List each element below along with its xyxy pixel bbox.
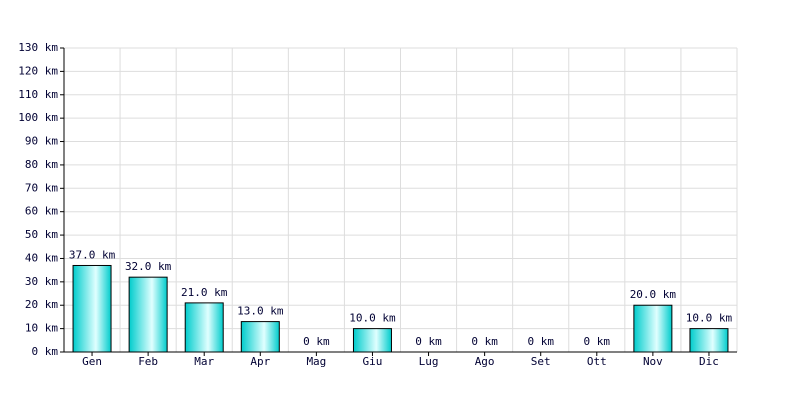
y-tick-label: 30 km	[25, 275, 58, 288]
value-label: 20.0 km	[630, 288, 677, 301]
x-tick-label: Gen	[82, 355, 102, 368]
value-label: 0 km	[415, 335, 442, 348]
bar	[72, 264, 112, 353]
x-tick-label: Giu	[363, 355, 383, 368]
y-tick-label: 0 km	[32, 345, 59, 358]
y-tick-label: 130 km	[18, 41, 58, 54]
value-label: 0 km	[584, 335, 611, 348]
y-tick-label: 110 km	[18, 88, 58, 101]
value-label: 37.0 km	[69, 248, 116, 261]
bar	[240, 321, 280, 353]
y-tick-label: 40 km	[25, 251, 58, 264]
x-tick-label: Nov	[643, 355, 663, 368]
x-tick-label: Set	[531, 355, 551, 368]
value-label: 10.0 km	[349, 312, 396, 325]
y-tick-label: 50 km	[25, 228, 58, 241]
y-tick-label: 120 km	[18, 64, 58, 77]
value-label: 21.0 km	[181, 286, 228, 299]
bar	[184, 302, 224, 353]
value-label: 13.0 km	[237, 305, 284, 318]
x-tick-label: Feb	[138, 355, 158, 368]
value-label: 10.0 km	[686, 312, 733, 325]
x-tick-label: Dic	[699, 355, 719, 368]
x-tick-label: Apr	[250, 355, 270, 368]
bar	[689, 328, 729, 353]
value-label: 32.0 km	[125, 260, 172, 273]
y-tick-label: 20 km	[25, 298, 58, 311]
y-tick-label: 100 km	[18, 111, 58, 124]
bar	[633, 304, 673, 353]
x-tick-label: Lug	[419, 355, 439, 368]
x-tick-label: Ott	[587, 355, 607, 368]
y-tick-label: 70 km	[25, 181, 58, 194]
y-tick-label: 10 km	[25, 322, 58, 335]
bar	[128, 276, 168, 353]
bar	[352, 328, 392, 353]
x-tick-label: Mar	[194, 355, 214, 368]
value-label: 0 km	[471, 335, 498, 348]
value-label: 0 km	[303, 335, 330, 348]
y-tick-label: 60 km	[25, 205, 58, 218]
x-tick-label: Mag	[306, 355, 326, 368]
value-label: 0 km	[527, 335, 554, 348]
y-tick-label: 80 km	[25, 158, 58, 171]
y-tick-label: 90 km	[25, 135, 58, 148]
x-tick-label: Ago	[475, 355, 495, 368]
